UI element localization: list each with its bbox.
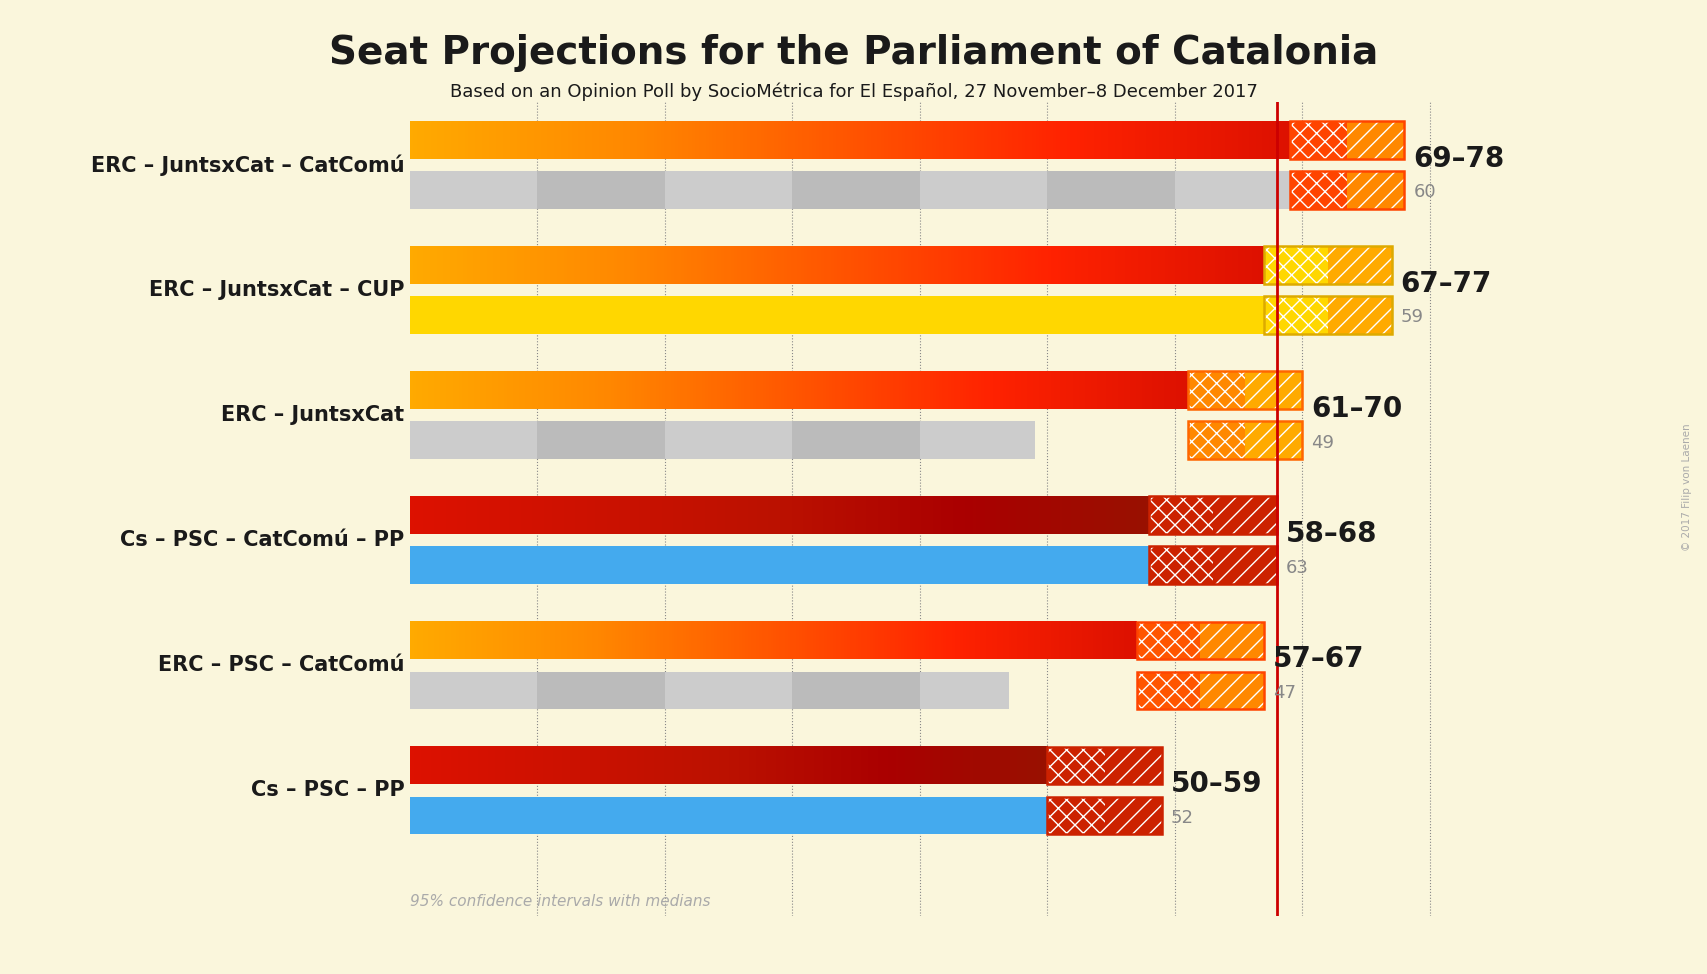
Bar <box>1214 497 1277 534</box>
Bar <box>410 797 1072 834</box>
Bar <box>1265 246 1391 283</box>
Bar <box>1244 371 1302 409</box>
Bar <box>538 671 664 709</box>
Bar <box>1188 422 1302 459</box>
Text: Based on an Opinion Poll by SocioMétrica for El Español, 27 November–8 December : Based on an Opinion Poll by SocioMétrica… <box>449 83 1258 101</box>
Text: 69–78: 69–78 <box>1413 144 1504 172</box>
Bar <box>664 671 792 709</box>
Text: 52: 52 <box>1171 809 1193 827</box>
Bar <box>1104 797 1162 834</box>
Bar <box>1188 371 1302 409</box>
Bar <box>410 546 1214 584</box>
Bar <box>1149 497 1277 534</box>
Bar <box>1328 296 1391 334</box>
Bar <box>410 671 538 709</box>
Bar <box>920 171 1048 208</box>
Bar <box>1188 422 1302 459</box>
Text: 57–67: 57–67 <box>1273 645 1364 673</box>
Text: ERC – PSC – CatComú: ERC – PSC – CatComú <box>159 656 405 675</box>
Bar <box>1048 747 1162 784</box>
Bar <box>1149 546 1214 584</box>
Bar <box>664 171 792 208</box>
Text: 60: 60 <box>1413 183 1436 202</box>
Text: ERC – JuntsxCat – CUP: ERC – JuntsxCat – CUP <box>149 280 405 300</box>
Bar <box>1048 747 1162 784</box>
Bar <box>1265 246 1328 283</box>
Bar <box>1137 621 1265 659</box>
Bar <box>920 422 1034 459</box>
Bar <box>1200 621 1265 659</box>
Bar <box>1188 371 1302 409</box>
Text: © 2017 Filip von Laenen: © 2017 Filip von Laenen <box>1681 423 1692 551</box>
Bar <box>1137 671 1200 709</box>
Text: Cs – PSC – PP: Cs – PSC – PP <box>251 780 405 801</box>
Bar <box>1265 246 1391 283</box>
Bar <box>1188 422 1244 459</box>
Bar <box>1137 621 1200 659</box>
Bar <box>1188 371 1244 409</box>
Bar <box>1149 546 1277 584</box>
Bar <box>1347 121 1405 159</box>
Bar <box>1265 296 1391 334</box>
Bar <box>1137 671 1265 709</box>
Bar <box>1048 797 1162 834</box>
Bar <box>1289 171 1405 208</box>
Bar <box>1149 546 1277 584</box>
Bar <box>920 671 1009 709</box>
Bar <box>410 422 1034 459</box>
Bar <box>1174 171 1302 208</box>
Text: 59: 59 <box>1400 309 1424 326</box>
Bar <box>410 422 538 459</box>
Text: 63: 63 <box>1285 559 1309 577</box>
Bar <box>410 171 538 208</box>
Text: Seat Projections for the Parliament of Catalonia: Seat Projections for the Parliament of C… <box>329 34 1378 72</box>
Bar <box>1347 171 1405 208</box>
Text: ERC – JuntsxCat – CatComú: ERC – JuntsxCat – CatComú <box>90 154 405 175</box>
Bar <box>1214 546 1277 584</box>
Bar <box>1048 747 1104 784</box>
Text: 95% confidence intervals with medians: 95% confidence intervals with medians <box>410 894 710 910</box>
Bar <box>1137 671 1265 709</box>
Bar <box>1048 171 1174 208</box>
Bar <box>1265 296 1328 334</box>
Text: 47: 47 <box>1273 684 1296 702</box>
Bar <box>1289 171 1405 208</box>
Text: 61–70: 61–70 <box>1311 394 1403 423</box>
Text: Cs – PSC – CatComú – PP: Cs – PSC – CatComú – PP <box>119 530 405 550</box>
Bar <box>664 422 792 459</box>
Bar <box>410 171 1328 208</box>
Bar <box>1328 246 1391 283</box>
Text: 67–77: 67–77 <box>1400 270 1492 298</box>
Bar <box>1104 747 1162 784</box>
Bar <box>1289 121 1347 159</box>
Bar <box>1200 671 1265 709</box>
Bar <box>1149 497 1277 534</box>
Bar <box>410 296 1265 334</box>
Bar <box>410 671 1009 709</box>
Text: 50–59: 50–59 <box>1171 770 1263 798</box>
Bar <box>1149 497 1214 534</box>
Text: 58–68: 58–68 <box>1285 520 1378 548</box>
Bar <box>1244 422 1302 459</box>
Bar <box>1289 171 1347 208</box>
Bar <box>792 171 920 208</box>
Bar <box>1265 296 1391 334</box>
Bar <box>1137 621 1265 659</box>
Bar <box>1048 797 1104 834</box>
Bar <box>538 422 664 459</box>
Bar <box>1289 121 1405 159</box>
Bar <box>1289 121 1405 159</box>
Text: 49: 49 <box>1311 433 1335 452</box>
Bar <box>538 171 664 208</box>
Text: ERC – JuntsxCat: ERC – JuntsxCat <box>222 405 405 425</box>
Bar <box>1048 797 1162 834</box>
Bar <box>1302 171 1328 208</box>
Bar <box>792 671 920 709</box>
Bar <box>792 422 920 459</box>
